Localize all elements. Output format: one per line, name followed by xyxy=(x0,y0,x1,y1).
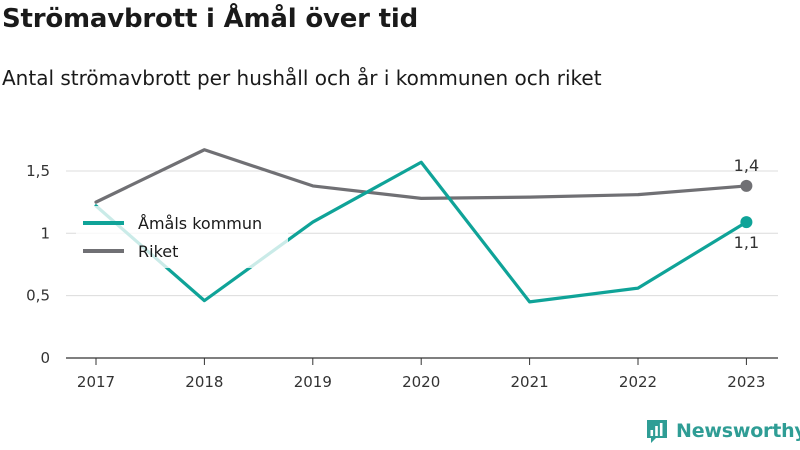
grid-lines xyxy=(66,170,778,359)
end-label-riket: 1,4 xyxy=(734,156,759,175)
series-lines: 1,4 1,1 xyxy=(94,148,759,304)
x-tick-label: 2023 xyxy=(727,373,765,391)
legend-item-riket-label: Riket xyxy=(138,242,178,261)
brand: Newsworthy xyxy=(645,418,800,444)
bar-chart-badge-icon xyxy=(647,420,667,443)
x-tick-label: 2022 xyxy=(619,373,657,391)
x-axis: 2017 2018 2019 2020 2021 2022 2023 xyxy=(77,358,765,391)
chart-title: Strömavbrott i Åmål över tid xyxy=(2,4,418,34)
end-label-amal: 1,1 xyxy=(734,233,759,252)
end-point-amal xyxy=(740,216,753,229)
x-tick-label: 2021 xyxy=(511,373,549,391)
y-tick-label: 1 xyxy=(40,224,50,242)
legend-item-amal-label: Åmåls kommun xyxy=(138,214,262,233)
legend-background xyxy=(76,206,288,268)
series-line-amal xyxy=(94,160,749,304)
y-tick-label: 0,5 xyxy=(26,287,50,305)
y-tick-label: 0 xyxy=(40,349,50,367)
y-tick-label: 1,5 xyxy=(26,162,50,180)
legend: Åmåls kommun Riket xyxy=(76,206,288,268)
end-point-riket xyxy=(740,179,753,192)
x-tick-label: 2019 xyxy=(294,373,332,391)
x-tick-label: 2018 xyxy=(185,373,223,391)
series-line-riket xyxy=(94,148,749,204)
x-tick-label: 2020 xyxy=(402,373,440,391)
y-axis-ticks: 0 0,5 1 1,5 xyxy=(26,162,50,367)
x-tick-label: 2017 xyxy=(77,373,115,391)
chart-subtitle: Antal strömavbrott per hushåll och år i … xyxy=(2,66,602,90)
brand-name: Newsworthy xyxy=(676,420,800,442)
